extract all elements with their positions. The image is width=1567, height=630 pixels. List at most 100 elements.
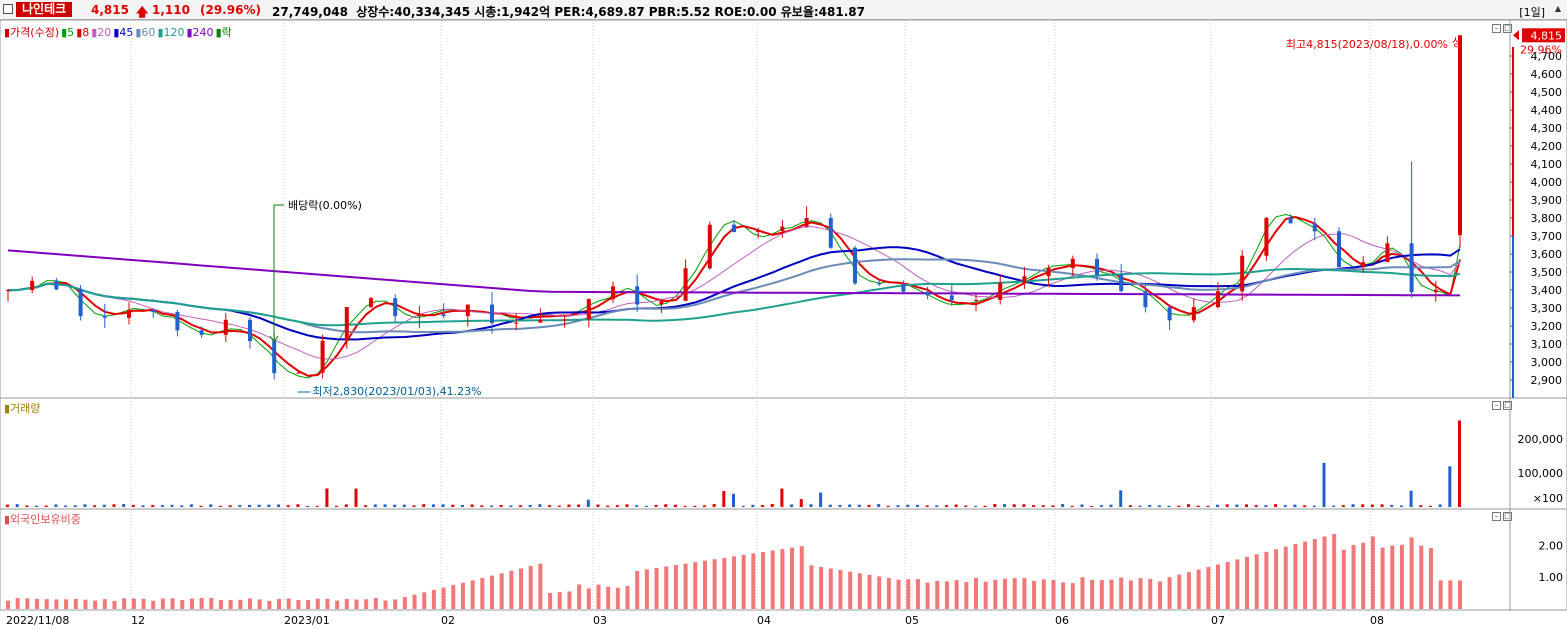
price-panel-controls: – □: [1492, 24, 1512, 33]
candle-body: [54, 280, 59, 290]
volume-bar: [828, 504, 832, 507]
foreign-ratio-bar: [1032, 581, 1037, 609]
volume-bar: [441, 504, 445, 507]
legend-item[interactable]: ▮60: [135, 26, 156, 39]
foreign-ratio-bar: [1099, 580, 1104, 609]
volume-bar: [857, 504, 861, 507]
foreign-ratio-bar: [238, 599, 243, 609]
candle-body: [707, 224, 712, 269]
volume-bar: [364, 505, 368, 507]
volume-bar: [925, 505, 929, 507]
foreign-ratio-bar: [993, 579, 998, 609]
volume-bar: [1186, 504, 1190, 507]
select-checkbox[interactable]: [3, 4, 13, 14]
volume-bar: [886, 505, 890, 507]
volume-bar: [906, 504, 910, 507]
scroll-up-icon[interactable]: ▲: [1554, 4, 1562, 13]
foreign-ratio-bar: [1157, 581, 1162, 609]
minimize-icon[interactable]: –: [1492, 401, 1501, 410]
high-tag: 상: [1452, 36, 1462, 49]
volume-bar: [1070, 505, 1074, 507]
volume-bar: [799, 499, 803, 507]
volume-bar: [712, 504, 716, 507]
high-annotation: 최고4,815(2023/08/18),0.00%: [1286, 38, 1448, 51]
volume-bar: [944, 505, 948, 507]
foreign-ratio-bar: [480, 578, 485, 609]
candle-body: [780, 226, 785, 231]
volume-bar: [770, 503, 774, 507]
legend-item[interactable]: ▮가격(수정): [4, 26, 60, 39]
foreign-ratio-bar: [102, 599, 107, 609]
candle-body: [320, 340, 325, 373]
volume-bar: [412, 505, 416, 507]
legend-item[interactable]: ▮락: [215, 26, 232, 39]
foreign-ratio-bar: [1196, 569, 1201, 609]
minimize-icon[interactable]: –: [1492, 24, 1501, 33]
foreign-ratio-bar: [722, 557, 727, 609]
volume-bar: [112, 504, 116, 507]
ma120-line: [7, 267, 1461, 327]
volume-bar: [15, 504, 19, 507]
period-selector[interactable]: [1일]: [1519, 6, 1545, 19]
volume-bar: [790, 504, 794, 507]
volume-bar: [248, 504, 251, 507]
foreign-ratio-bar: [160, 598, 165, 609]
foreign-panel-frame: [0, 508, 1567, 611]
candle-body: [1385, 243, 1390, 263]
price-tick-label: 4,400: [1531, 104, 1563, 117]
candle-body: [441, 314, 446, 316]
maximize-icon[interactable]: □: [1503, 512, 1512, 521]
volume-bar: [1051, 505, 1055, 507]
maximize-icon[interactable]: □: [1503, 24, 1512, 33]
foreign-ratio-bar: [606, 586, 611, 609]
volume-bar: [373, 504, 377, 507]
foreign-ratio-bar: [1351, 545, 1356, 609]
volume-bar: [1128, 505, 1132, 507]
foreign-ratio-bar: [915, 579, 920, 609]
volume-panel-controls: – □: [1492, 401, 1512, 410]
legend-item[interactable]: ▮45: [113, 26, 134, 39]
volume-bar: [761, 505, 765, 507]
minimize-icon[interactable]: –: [1492, 512, 1501, 521]
candle-body: [1022, 276, 1027, 284]
legend-item[interactable]: ▮20: [91, 26, 112, 39]
volume-bar: [1419, 505, 1423, 507]
volume-bar: [819, 492, 823, 507]
volume-bar: [306, 505, 310, 507]
foreign-ratio-bar: [596, 584, 601, 609]
foreign-ratio-bar: [1341, 549, 1346, 609]
foreign-ratio-bar: [848, 571, 853, 609]
ma45-line: [7, 246, 1461, 341]
foreign-ratio-bar: [1370, 536, 1375, 609]
foreign-ratio-bar: [1041, 579, 1046, 609]
stock-name-badge[interactable]: 나인테크: [16, 2, 73, 17]
candle-body: [1216, 291, 1220, 308]
volume-bar: [1148, 504, 1152, 507]
volume-bar: [383, 504, 387, 507]
legend-item[interactable]: ▮120: [157, 26, 185, 39]
volume-bar: [983, 505, 987, 507]
foreign-ratio-bar: [199, 598, 204, 609]
foreign-ratio-bar: [1051, 580, 1056, 609]
foreign-ratio-bar: [790, 547, 795, 609]
candle-body: [296, 372, 301, 374]
legend-item[interactable]: ▮240: [186, 26, 214, 39]
candle-body: [756, 230, 761, 232]
foreign-tick-label: 1.00: [1539, 571, 1564, 584]
foreign-ratio-bar: [577, 584, 582, 609]
volume-bar: [1061, 503, 1065, 507]
x-axis-label: 03: [593, 614, 607, 627]
legend-item[interactable]: ▮5: [61, 26, 75, 39]
candle-body: [1167, 307, 1172, 321]
volume-bar: [1206, 505, 1210, 507]
foreign-ratio-bar: [1216, 564, 1220, 609]
maximize-icon[interactable]: □: [1503, 401, 1512, 410]
candle-body: [1433, 289, 1438, 293]
foreign-ratio-bar: [954, 580, 959, 609]
price-tick-label: 4,100: [1531, 158, 1563, 171]
volume-bar: [1177, 505, 1181, 507]
legend-item[interactable]: ▮8: [76, 26, 90, 39]
foreign-ratio-bar: [1138, 578, 1143, 609]
price-tick-label: 3,500: [1531, 266, 1563, 279]
foreign-ratio-bar: [867, 574, 872, 609]
